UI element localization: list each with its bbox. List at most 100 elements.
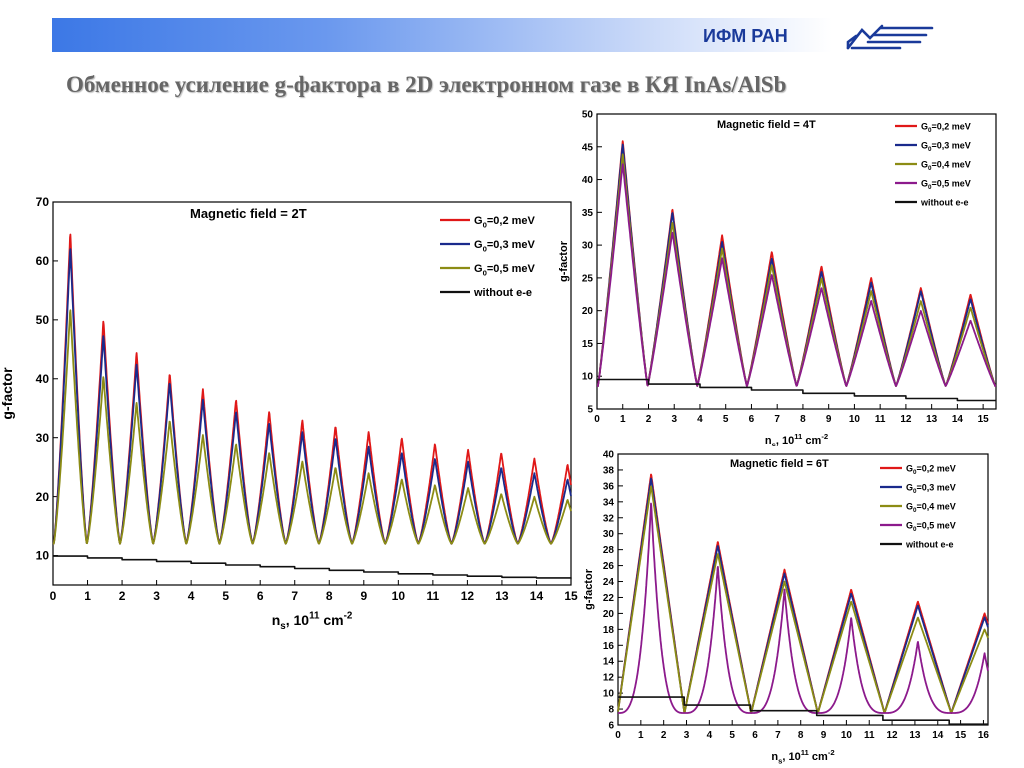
x-tick-label: 2 <box>661 730 667 741</box>
legend-symbol: G <box>921 178 928 188</box>
legend-label: G0=0,3 meV <box>921 140 971 153</box>
x-tick-label: 5 <box>729 730 735 741</box>
chart-title: Magnetic field = 2T <box>190 206 307 221</box>
y-tick-label: 16 <box>603 641 615 652</box>
y-tick-label: 32 <box>603 513 615 524</box>
x-tick-label: 0 <box>594 414 600 425</box>
x-tick-label: 2 <box>646 414 652 425</box>
y-tick-label: 30 <box>36 431 50 445</box>
legend-label: G0=0,5 meV <box>906 520 956 533</box>
y-tick-label: 26 <box>603 561 615 572</box>
legend-value: =0,3 meV <box>487 239 536 251</box>
y-tick-label: 70 <box>36 195 50 209</box>
legend-value: =0,2 meV <box>487 215 536 227</box>
y-axis-label: g-factor <box>0 367 15 420</box>
chart-4t: 0 1 2 3 4 5 6 7 8 9 10 11 12 13 14 15510152025303540455… <box>558 110 997 446</box>
x-tick-label: 11 <box>427 589 440 603</box>
y-tick-label: 34 <box>603 497 615 508</box>
legend-symbol: G <box>474 215 483 227</box>
y-tick-label: 22 <box>603 593 615 604</box>
legend-symbol: G <box>921 159 928 169</box>
x-tick-label: 10 <box>841 730 853 741</box>
x-axis-label-part: cm <box>802 435 821 446</box>
y-tick-label: 30 <box>603 529 615 540</box>
org-name: ИФМ РАН <box>703 26 788 46</box>
x-tick-label: 1 <box>84 589 91 603</box>
x-tick-label: 10 <box>849 414 861 425</box>
x-tick-label: 0 <box>615 730 621 741</box>
legend-subscript: 0 <box>928 165 932 172</box>
chart-title: Magnetic field = 4T <box>717 119 816 131</box>
legend-label: G0=0,3 meV <box>474 239 536 253</box>
x-tick-label: 3 <box>671 414 677 425</box>
legend-value: =0,5 meV <box>932 178 971 188</box>
y-axis-label: g-factor <box>583 568 595 610</box>
x-axis-label-part: s <box>778 756 782 765</box>
x-tick-label: 12 <box>461 589 475 603</box>
y-tick-label: 25 <box>582 273 594 284</box>
x-tick-label: 2 <box>119 589 126 603</box>
y-tick-label: 15 <box>582 339 594 350</box>
x-tick-label: 9 <box>821 730 827 741</box>
y-tick-label: 14 <box>603 657 615 668</box>
y-tick-label: 28 <box>603 545 615 556</box>
y-tick-label: 40 <box>582 175 594 186</box>
legend-label: G0=0,3 meV <box>906 482 956 495</box>
x-tick-label: 3 <box>153 589 160 603</box>
x-tick-label: 0 <box>50 589 57 603</box>
legend-value: without e-e <box>920 197 969 207</box>
x-tick-label: 4 <box>188 589 195 603</box>
legend-label: G0=0,2 meV <box>906 463 956 476</box>
legend-value: =0,4 meV <box>917 501 956 511</box>
y-tick-label: 10 <box>582 372 594 383</box>
x-tick-label: 6 <box>752 730 758 741</box>
y-tick-label: 12 <box>603 673 615 684</box>
y-tick-label: 30 <box>582 241 594 252</box>
x-tick-label: 7 <box>774 414 780 425</box>
x-axis-label-part: cm <box>319 612 343 628</box>
legend-subscript: 0 <box>483 220 487 229</box>
y-tick-label: 24 <box>603 577 615 588</box>
x-tick-label: 8 <box>798 730 804 741</box>
x-tick-label: 6 <box>749 414 755 425</box>
x-axis-label-part: n <box>272 612 281 628</box>
series-line-4 <box>597 378 996 402</box>
x-axis-label-part: cm <box>809 751 828 763</box>
y-tick-label: 60 <box>36 254 50 268</box>
legend-value: without e-e <box>473 287 532 299</box>
y-tick-label: 20 <box>582 306 594 317</box>
x-axis-label-part: n <box>771 751 778 763</box>
chart-6t: 0 1 2 3 4 5 6 7 8 9 10 11 12 13 14 15 166810121416182022… <box>583 450 990 766</box>
legend-value: =0,5 meV <box>487 263 536 275</box>
legend-subscript: 0 <box>913 507 917 514</box>
y-tick-label: 38 <box>603 465 615 476</box>
x-tick-label: 7 <box>775 730 781 741</box>
x-tick-label: 15 <box>978 414 990 425</box>
series-line-2 <box>52 309 572 545</box>
x-axis-label-part: , 10 <box>286 612 310 628</box>
legend-subscript: 0 <box>913 488 917 495</box>
x-tick-label: 16 <box>978 730 990 741</box>
legend-symbol: G <box>906 463 913 473</box>
series-line-3 <box>617 502 989 714</box>
plot-frame <box>596 113 997 410</box>
legend-label: G0=0,4 meV <box>906 501 956 514</box>
x-tick-label: 7 <box>291 589 298 603</box>
x-tick-label: 4 <box>697 414 703 425</box>
x-axis-label-part: s <box>772 440 776 446</box>
y-tick-label: 18 <box>603 625 615 636</box>
x-axis-label-part: -2 <box>821 432 828 441</box>
x-axis-label: ns, 1011 cm-2 <box>765 432 828 446</box>
x-tick-label: 11 <box>875 414 886 425</box>
x-tick-label: 8 <box>326 589 333 603</box>
legend-label: without e-e <box>920 197 969 207</box>
institute-logo <box>846 24 934 50</box>
chart-2t: 0 1 2 3 4 5 6 7 8 9 10 11 12 13 14 1510203040506070Magn… <box>0 195 578 633</box>
x-tick-label: 9 <box>360 589 367 603</box>
legend-value: without e-e <box>905 539 954 549</box>
legend-subscript: 0 <box>483 244 487 253</box>
legend-label: without e-e <box>473 287 532 299</box>
series-line-0 <box>52 233 572 545</box>
y-tick-label: 50 <box>582 110 594 121</box>
x-axis-label: ns, 1011 cm-2 <box>272 611 353 633</box>
